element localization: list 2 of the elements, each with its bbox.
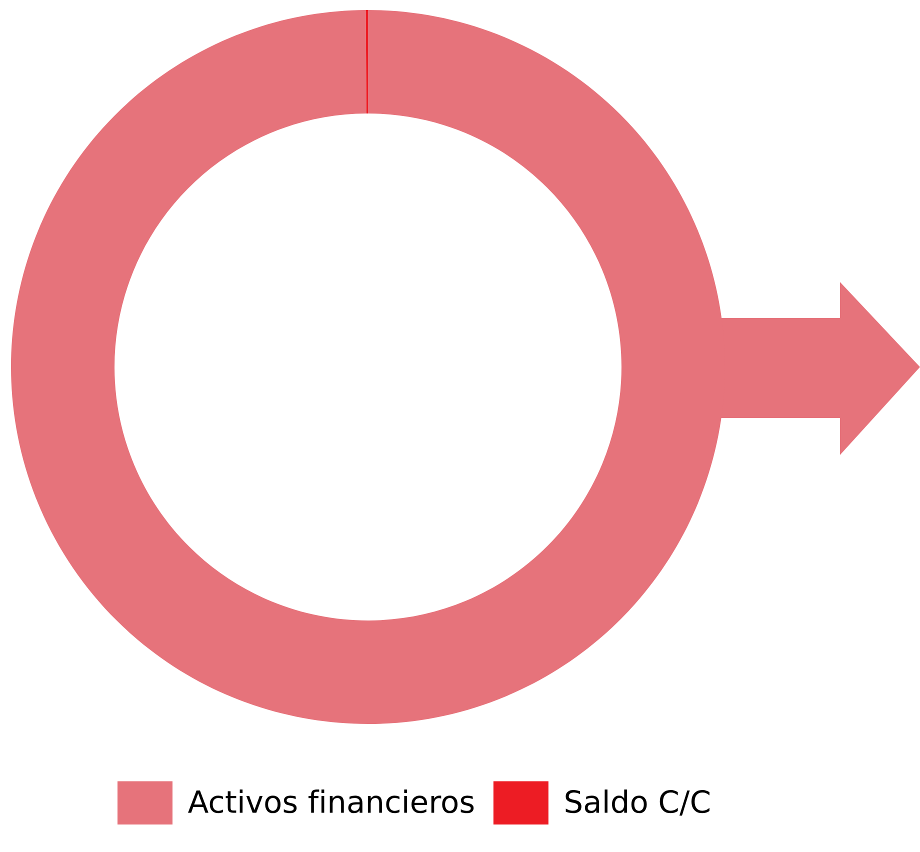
legend-label: Saldo C/C (566, 790, 710, 816)
legend-label: Activos financieros (188, 790, 474, 814)
